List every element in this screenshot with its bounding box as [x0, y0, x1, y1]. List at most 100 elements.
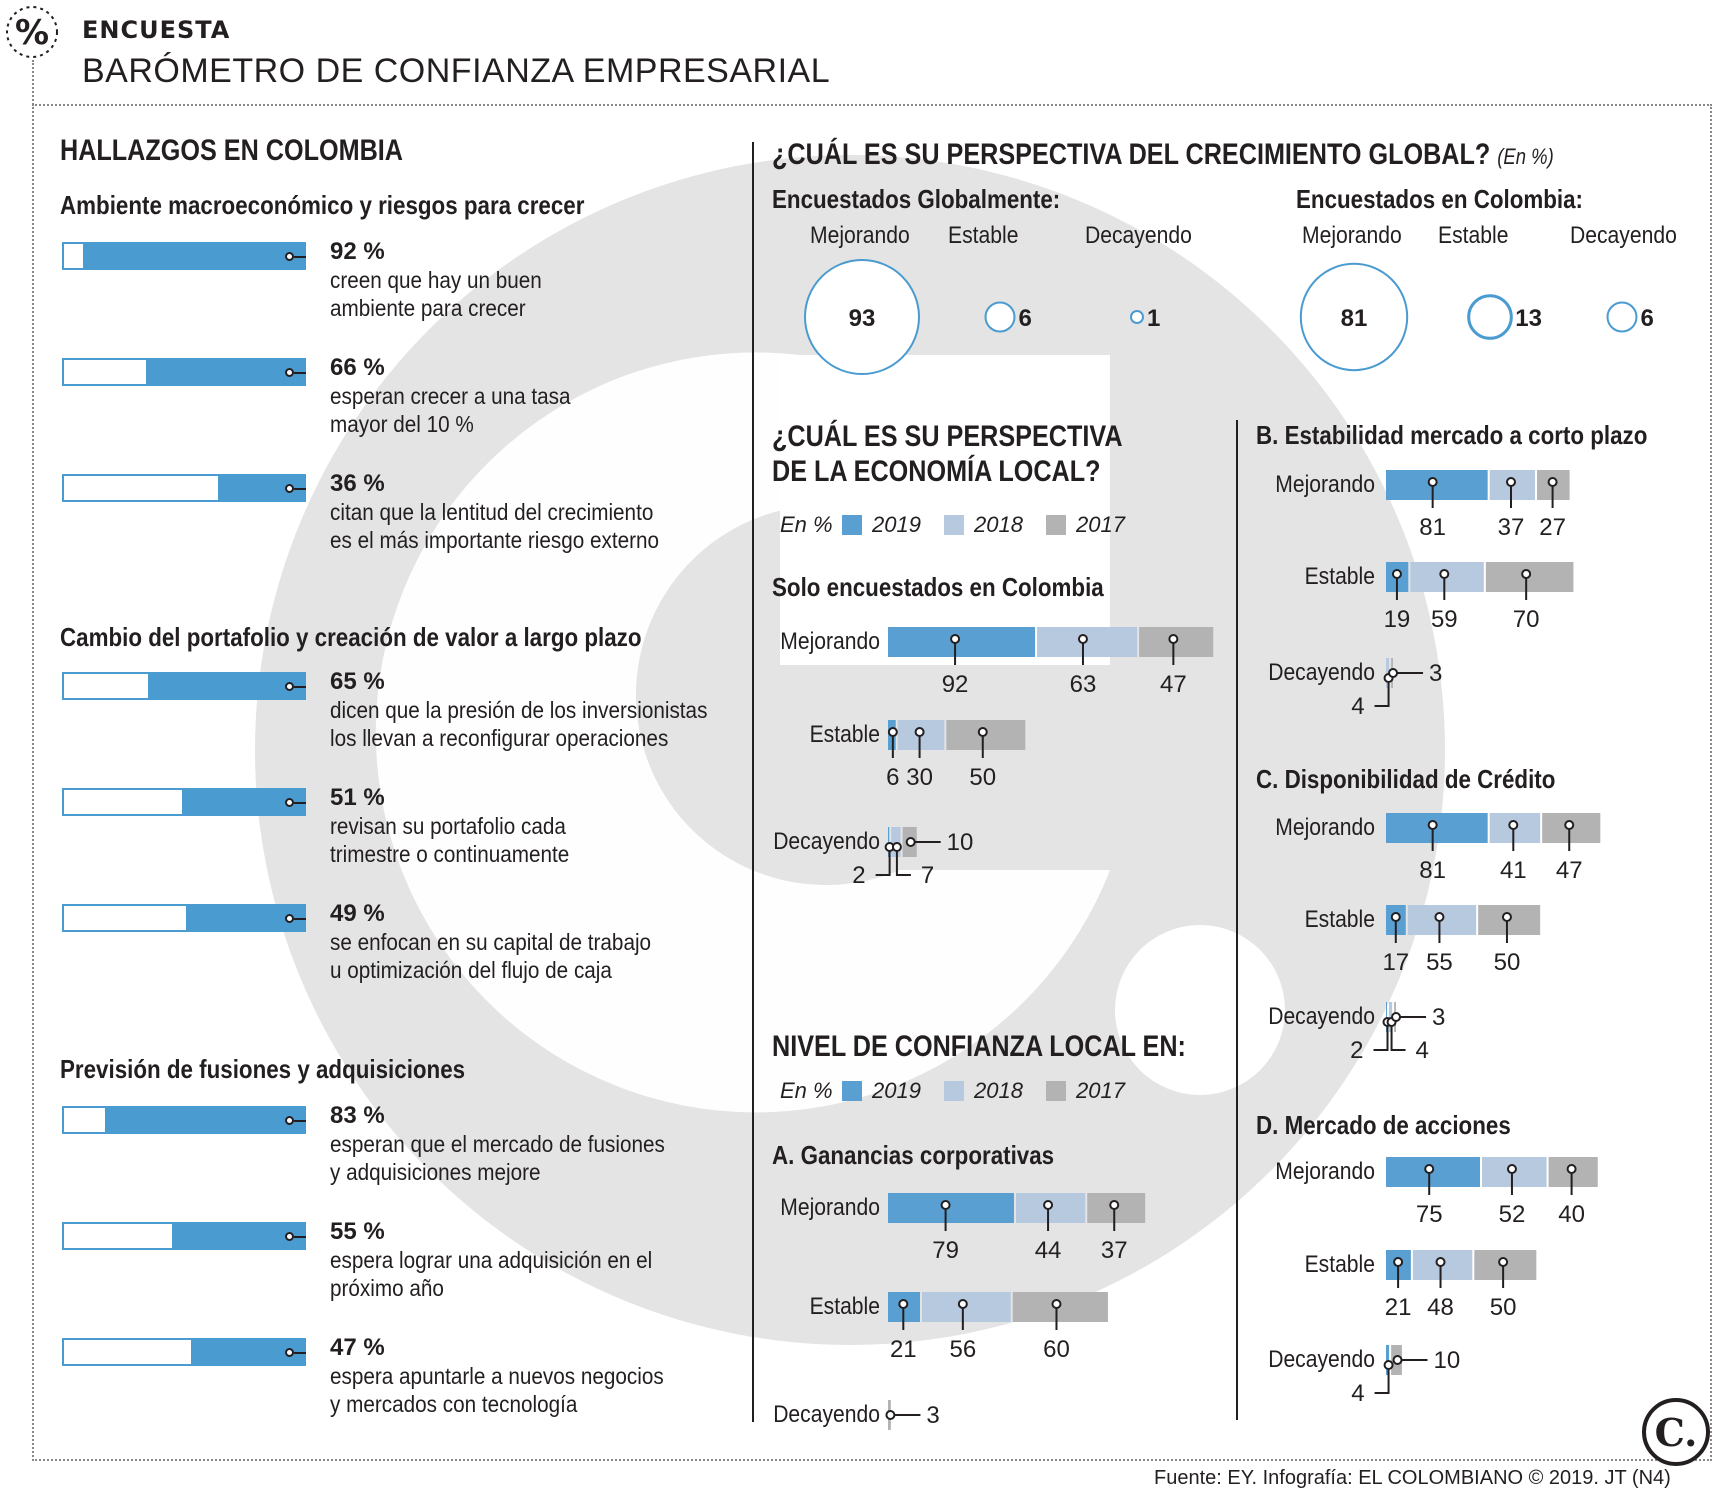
leader-dot — [285, 914, 294, 923]
data-label: 48 — [1427, 1294, 1454, 1321]
leader-dot — [977, 727, 988, 737]
data-label: 30 — [906, 764, 933, 791]
legend-swatch — [944, 515, 964, 535]
data-label: 60 — [1043, 1336, 1070, 1363]
leader-line — [875, 847, 891, 876]
data-label: 4 — [1351, 693, 1364, 720]
data-label: 3 — [1429, 660, 1442, 687]
finding-bar — [62, 672, 306, 700]
finding-bar — [62, 474, 306, 502]
finding-bar — [62, 1222, 306, 1250]
leader-dot — [1051, 1299, 1062, 1309]
data-label: 47 — [1556, 857, 1583, 884]
svg-text:%: % — [15, 13, 49, 53]
row-label: Mejorando — [780, 1194, 880, 1221]
leader-dot — [1077, 634, 1088, 644]
leader-line — [294, 488, 306, 490]
leader-dot — [1109, 1200, 1120, 1210]
row-label: Decayendo — [1268, 1003, 1375, 1030]
finding-percent: 49 % — [330, 900, 385, 927]
leader-dot — [1391, 1012, 1402, 1022]
data-label: 50 — [1494, 949, 1521, 976]
leader-dot — [1391, 569, 1402, 579]
bubble — [1130, 310, 1144, 324]
data-label: 37 — [1498, 514, 1525, 541]
data-label: 75 — [1416, 1201, 1443, 1228]
leader-dot — [1505, 477, 1516, 487]
leader-dot — [285, 1232, 294, 1241]
row-label: Estable — [810, 721, 880, 748]
finding-description: esperan que el mercado de fusiones — [330, 1131, 665, 1157]
finding-percent: 55 % — [330, 1218, 385, 1245]
data-label: 4 — [1351, 1380, 1364, 1407]
content-frame — [32, 104, 1712, 1461]
data-label: 37 — [1101, 1237, 1128, 1264]
bubble-column-label: Mejorando — [810, 222, 910, 249]
page-title: BARÓMETRO DE CONFIANZA EMPRESARIAL — [82, 52, 831, 90]
leader-dot — [1043, 1200, 1054, 1210]
bubble-column-label: Estable — [1438, 222, 1509, 249]
leader-line — [294, 1120, 306, 1122]
colombia-group-title: Encuestados en Colombia: — [1296, 184, 1584, 214]
bubble — [1606, 301, 1638, 333]
leader-dot — [285, 682, 294, 691]
leader-dot — [1547, 477, 1558, 487]
finding-bar — [62, 1106, 306, 1134]
data-label: 10 — [947, 829, 974, 856]
bubble-column-label: Decayendo — [1570, 222, 1677, 249]
finding-bar-fill — [186, 906, 304, 930]
leader-dot — [1390, 912, 1401, 922]
leader-line — [1373, 1022, 1389, 1051]
section-title: Cambio del portafolio y creación de valo… — [60, 622, 642, 652]
leader-dot — [1392, 1355, 1403, 1365]
row-label: Decayendo — [773, 1401, 880, 1428]
row-label: Decayendo — [1268, 1346, 1375, 1373]
percent-logo-icon: % — [6, 6, 58, 58]
leader-dot — [1383, 1360, 1394, 1370]
bar-segment-2018 — [1037, 627, 1138, 657]
global-group-title: Encuestados Globalmente: — [772, 184, 1061, 214]
finding-bar-fill — [104, 1108, 304, 1132]
row-label: Decayendo — [1268, 659, 1375, 686]
data-label: 17 — [1382, 949, 1409, 976]
bubble-value: 6 — [1640, 305, 1653, 332]
data-label: 41 — [1500, 857, 1527, 884]
bar-segment-2019 — [888, 627, 1036, 657]
leader-dot — [1393, 1257, 1404, 1267]
leader-dot — [1424, 1164, 1435, 1174]
legend-unit: En % — [780, 512, 833, 537]
data-label: 81 — [1419, 857, 1446, 884]
data-label: 52 — [1499, 1201, 1526, 1228]
leader-dot — [891, 842, 902, 852]
data-label: 50 — [969, 764, 996, 791]
finding-description: los llevan a reconfigurar operaciones — [330, 725, 669, 751]
row-label: Mejorando — [1275, 471, 1375, 498]
finding-description: trimestre o continuamente — [330, 841, 570, 867]
data-label: 50 — [1490, 1294, 1517, 1321]
finding-bar — [62, 242, 306, 270]
leader-line — [895, 847, 911, 876]
bar-segment-2019 — [1386, 470, 1488, 500]
leader-dot — [887, 727, 898, 737]
finding-percent: 92 % — [330, 238, 385, 265]
column-divider — [1236, 420, 1238, 1420]
leader-dot — [1508, 820, 1519, 830]
bubble-column-label: Estable — [948, 222, 1019, 249]
finding-percent: 51 % — [330, 784, 385, 811]
leader-dot — [950, 634, 961, 644]
svg-text:C.: C. — [1655, 1410, 1698, 1455]
data-label: 27 — [1539, 514, 1566, 541]
legend-swatch — [842, 515, 862, 535]
chart-title-b: B. Estabilidad mercado a corto plazo — [1256, 420, 1648, 450]
legend-swatch — [1046, 515, 1066, 535]
section-title: Ambiente macroeconómico y riesgos para c… — [60, 190, 585, 220]
bar-segment-2019 — [1386, 813, 1488, 843]
leader-dot — [285, 368, 294, 377]
leader-dot — [285, 1348, 294, 1357]
leader-dot — [1427, 477, 1438, 487]
local-title-line2: DE LA ECONOMÍA LOCAL? — [772, 455, 1101, 488]
data-label: 19 — [1384, 606, 1411, 633]
leader-line — [294, 686, 306, 688]
finding-bar-fill — [181, 790, 304, 814]
data-label: 47 — [1160, 671, 1187, 698]
